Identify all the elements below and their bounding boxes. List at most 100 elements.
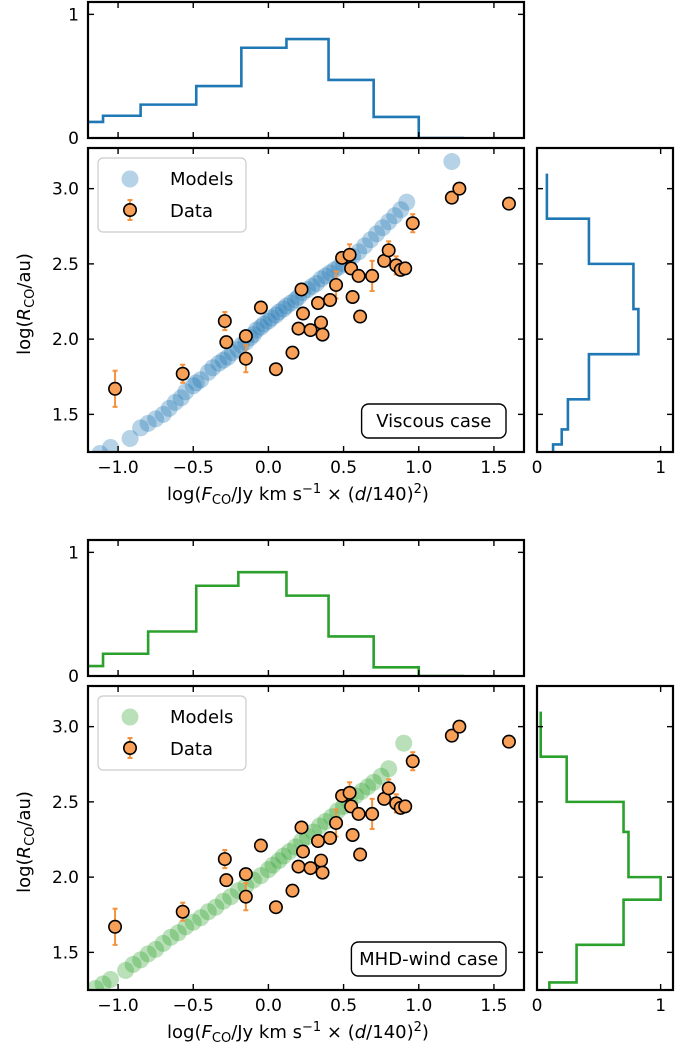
data-point: [444, 728, 459, 743]
y-tick-label: 0: [68, 667, 79, 687]
data-point: [342, 785, 357, 800]
model-point: [192, 371, 210, 389]
model-point: [353, 782, 371, 800]
data-point: [303, 323, 318, 338]
model-point: [398, 193, 416, 211]
y-axis-label: log(RCO/au): [14, 253, 38, 355]
data-point: [314, 853, 329, 868]
model-point: [124, 955, 142, 973]
data-point: [365, 806, 380, 821]
model-point: [102, 970, 120, 988]
model-point: [259, 312, 277, 330]
data-point: [398, 261, 413, 276]
y-tick-label: 1: [68, 543, 79, 563]
model-point: [169, 924, 187, 942]
model-point: [282, 294, 300, 312]
y-tick-label: 3.0: [52, 180, 79, 200]
histogram-ticks: [88, 540, 524, 677]
data-point: [253, 838, 268, 853]
model-point: [368, 225, 386, 243]
histogram-step-y: [539, 711, 662, 990]
model-point: [187, 374, 205, 392]
model-point: [172, 389, 190, 407]
legend-data-marker: [123, 203, 138, 218]
x-tick-label: 0: [532, 996, 543, 1016]
case-label-text: MHD-wind case: [359, 949, 498, 970]
data-point: [291, 321, 306, 336]
model-point: [280, 843, 298, 861]
model-point: [214, 351, 232, 369]
histogram-frame: [86, 538, 526, 678]
data-point: [219, 335, 234, 350]
x-tick-label: 1: [655, 996, 666, 1016]
x-tick-label: −0.5: [173, 458, 214, 478]
x-tick-label: 1.0: [405, 458, 432, 478]
data-point: [444, 190, 459, 205]
model-point: [139, 414, 157, 432]
data-point: [108, 919, 123, 934]
data-point: [345, 289, 360, 304]
x-tick-label: 0.5: [330, 996, 357, 1016]
data-point: [351, 268, 366, 283]
data-point: [405, 216, 420, 231]
legend-data-label: Data: [170, 739, 213, 760]
data-point: [285, 345, 300, 360]
x-axis-label: log(FCO/Jy km s−1 × (d/140)2): [167, 482, 429, 508]
model-point: [166, 393, 184, 411]
data-point: [452, 181, 467, 196]
data-point: [238, 867, 253, 882]
panel-mhd-plot-area: [88, 719, 516, 990]
panel-mhd-frame: [86, 684, 526, 992]
y-tick-label: 2.5: [52, 255, 79, 275]
data-point: [398, 799, 413, 814]
model-point: [326, 261, 344, 279]
model-point: [204, 359, 222, 377]
model-point: [177, 383, 195, 401]
model-point: [219, 348, 237, 366]
legend-models-label: Models: [170, 707, 233, 728]
legend-data-label: Data: [170, 201, 213, 222]
model-point: [392, 201, 410, 219]
model-point: [94, 975, 112, 990]
histogram-step-x: [88, 570, 464, 676]
panel-viscous-plot-area: [91, 153, 516, 452]
data-point: [219, 873, 234, 888]
y-tick-label: 2.0: [52, 330, 79, 350]
model-point: [386, 207, 404, 225]
x-tick-label: 1.5: [480, 996, 507, 1016]
model-point: [102, 438, 120, 452]
model-point: [321, 264, 339, 282]
model-point: [162, 928, 180, 946]
model-point: [374, 219, 392, 237]
model-point: [154, 405, 172, 423]
model-point: [117, 961, 135, 979]
data-point: [285, 883, 300, 898]
model-point: [329, 802, 347, 820]
x-tick-label: 1.5: [480, 458, 507, 478]
model-point: [311, 817, 329, 835]
y-tick-label: 1.5: [52, 405, 79, 425]
data-point: [295, 844, 310, 859]
histogram-frame: [535, 684, 675, 992]
model-point: [214, 892, 232, 910]
model-point: [207, 898, 225, 916]
data-point: [353, 309, 368, 324]
model-point: [210, 354, 228, 372]
data-point: [501, 734, 516, 749]
panel-viscous-frame: [86, 146, 526, 454]
case-label-box: [360, 403, 507, 439]
data-point: [329, 277, 344, 292]
data-point: [452, 719, 467, 734]
data-point: [329, 815, 344, 830]
model-point: [365, 773, 383, 791]
model-point: [199, 903, 217, 921]
histogram-step-x: [88, 37, 464, 138]
panel-mhd-ticks: [88, 686, 524, 990]
model-point: [274, 300, 292, 318]
y-tick-label: 2.0: [52, 868, 79, 888]
data-point: [311, 834, 326, 849]
model-point: [252, 318, 270, 336]
legend-models-marker: [121, 170, 139, 188]
histogram-ticks: [536, 686, 673, 990]
